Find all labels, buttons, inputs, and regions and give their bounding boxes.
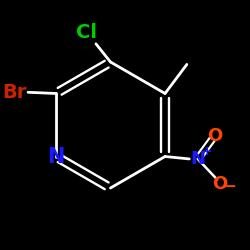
Text: −: − bbox=[223, 179, 236, 194]
Text: Cl: Cl bbox=[76, 24, 97, 42]
Text: O: O bbox=[212, 176, 227, 194]
Text: Br: Br bbox=[2, 83, 27, 102]
Text: N: N bbox=[190, 150, 205, 168]
Text: O: O bbox=[207, 127, 222, 145]
Text: N: N bbox=[47, 146, 64, 167]
Text: +: + bbox=[202, 145, 212, 158]
